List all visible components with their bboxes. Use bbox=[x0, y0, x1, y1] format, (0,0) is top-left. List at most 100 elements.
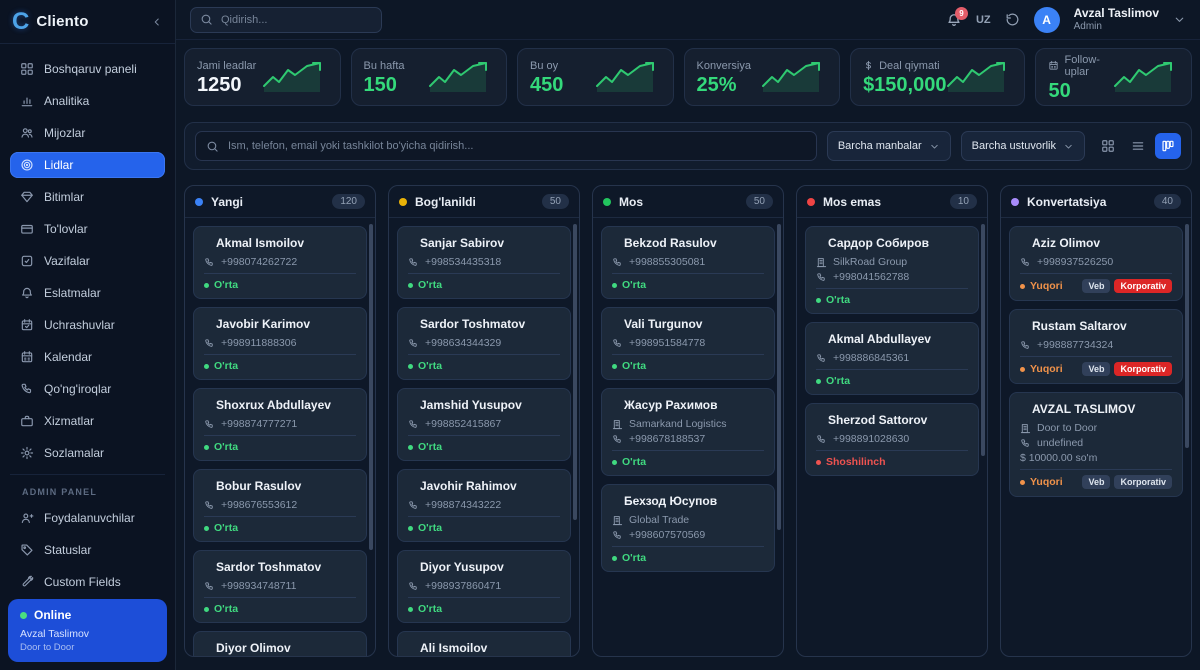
phone-icon bbox=[1021, 340, 1029, 349]
kanban-column-mos-emas: Mos emas 10 Сардор Собиров SilkRoad Group +… bbox=[796, 185, 988, 657]
lead-card[interactable]: Сардор Собиров SilkRoad Group +99804156278… bbox=[805, 226, 979, 314]
lead-card-footer: O'rta bbox=[612, 360, 764, 372]
grid-view-button[interactable] bbox=[1095, 133, 1121, 159]
lead-badge-veb: Veb bbox=[1082, 362, 1111, 376]
lead-card[interactable]: Diyor Olimov+998646711933 O'rta bbox=[193, 631, 367, 656]
dashboard-icon bbox=[1102, 140, 1114, 152]
lead-phone: +998534435318 bbox=[408, 256, 560, 268]
sidebar-item-label: Bitimlar bbox=[44, 190, 85, 204]
lead-badge-korporativ: Korporativ bbox=[1114, 279, 1172, 293]
priority-dot bbox=[612, 459, 617, 465]
sidebar-item-statuslar[interactable]: Statuslar bbox=[10, 537, 165, 563]
sidebar-item-vazifalar[interactable]: Vazifalar bbox=[10, 248, 165, 274]
card-divider bbox=[408, 354, 560, 355]
lead-card-footer: O'rta bbox=[816, 294, 968, 306]
lead-card[interactable]: Shoxrux Abdullayev +998874777271 O'rta bbox=[193, 388, 367, 461]
lead-card[interactable]: Sanjar Sabirov +998534435318 O'rta bbox=[397, 226, 571, 299]
source-filter-select[interactable]: Barcha manbalar bbox=[826, 131, 951, 161]
sidebar-item-analitika[interactable]: Analitika bbox=[10, 88, 165, 114]
sidebar-item-eslatmalar[interactable]: Eslatmalar bbox=[10, 280, 165, 306]
sidebar-item-to-lovlar[interactable]: To'lovlar bbox=[10, 216, 165, 242]
sidebar: C Cliento Boshqaruv paneli Analitika Mijoz… bbox=[0, 0, 176, 670]
lead-card[interactable]: Sherzod Sattorov +998891028630 Shoshilinc… bbox=[805, 403, 979, 476]
phone-icon bbox=[205, 500, 213, 509]
lead-card[interactable]: Sardor Toshmatov +998634344329 O'rta bbox=[397, 307, 571, 380]
lead-phone: +998852415867 bbox=[408, 418, 560, 430]
lead-card[interactable]: Бехзод Юсупов Global Trade +998607570569 O… bbox=[601, 484, 775, 572]
calendar-icon bbox=[21, 351, 33, 363]
priority-label: Shoshilinch bbox=[816, 456, 886, 468]
phone-icon bbox=[409, 419, 417, 428]
lead-card[interactable]: Жасур Рахимов Samarkand Logistics +9986781… bbox=[601, 388, 775, 476]
sidebar-item-sozlamalar[interactable]: Sozlamalar bbox=[10, 440, 165, 466]
column-scrollbar[interactable] bbox=[1185, 224, 1189, 448]
sidebar-item-foydalanuvchilar[interactable]: Foydalanuvchilar bbox=[10, 505, 165, 531]
column-title: Bog'lanildi bbox=[415, 194, 476, 209]
kanban-column-mos: Mos 50 Bekzod Rasulov +998855305081 O'rta V… bbox=[592, 185, 784, 657]
priority-filter-select[interactable]: Barcha ustuvorlik bbox=[960, 131, 1085, 161]
lead-card-footer: O'rta bbox=[612, 279, 764, 291]
list-view-button[interactable] bbox=[1125, 133, 1151, 159]
online-status-card[interactable]: Online Avzal Taslimov Door to Door bbox=[8, 599, 167, 662]
sidebar-item-mijozlar[interactable]: Mijozlar bbox=[10, 120, 165, 146]
user-menu-chevron-icon[interactable] bbox=[1173, 13, 1186, 26]
user-menu[interactable]: Avzal Taslimov Admin bbox=[1073, 5, 1159, 32]
lead-phone: +998934748711 bbox=[204, 580, 356, 592]
lead-phone: +998041562788 bbox=[816, 271, 968, 283]
lead-card-footer: O'rta bbox=[204, 603, 356, 615]
lead-card[interactable]: Diyor Yusupov +998937860471 O'rta bbox=[397, 550, 571, 623]
lead-phone: +998937860471 bbox=[408, 580, 560, 592]
card-divider bbox=[204, 597, 356, 598]
card-divider bbox=[204, 435, 356, 436]
lead-card[interactable]: Javohir Rahimov +998874343222 O'rta bbox=[397, 469, 571, 542]
sidebar-item-lidlar[interactable]: Lidlar bbox=[10, 152, 165, 178]
history-button[interactable] bbox=[1005, 12, 1020, 27]
lead-search-input[interactable] bbox=[226, 139, 806, 153]
sidebar-item-uchrashuvlar[interactable]: Uchrashuvlar bbox=[10, 312, 165, 338]
payments-icon bbox=[21, 224, 33, 234]
sidebar-item-qo-ng-iroqlar[interactable]: Qo'ng'iroqlar bbox=[10, 376, 165, 402]
lead-card-footer: O'rta bbox=[408, 360, 560, 372]
lead-name: Sardor Toshmatov bbox=[420, 317, 526, 331]
lead-card[interactable]: Ali Ismoilov+998974057062 O'rta bbox=[397, 631, 571, 656]
notifications-button[interactable]: 9 bbox=[946, 6, 968, 28]
sidebar-item-boshqaruv-paneli[interactable]: Boshqaruv paneli bbox=[10, 56, 165, 82]
stat-card-bu-oy: Bu oy 450 bbox=[517, 48, 674, 106]
column-scrollbar[interactable] bbox=[573, 224, 577, 520]
user-name: Avzal Taslimov bbox=[1073, 5, 1159, 20]
lead-phone: +998937526250 bbox=[1020, 256, 1172, 268]
sidebar-item-custom-fields[interactable]: Custom Fields bbox=[10, 569, 165, 593]
lead-card[interactable]: Aziz Olimov +998937526250 Yuqori Veb Korpor… bbox=[1009, 226, 1183, 301]
column-scrollbar[interactable] bbox=[777, 224, 781, 530]
lead-card[interactable]: Javobir Karimov +998911888306 O'rta bbox=[193, 307, 367, 380]
lead-card[interactable]: Akmal Abdullayev +998886845361 O'rta bbox=[805, 322, 979, 395]
column-scrollbar[interactable] bbox=[369, 224, 373, 550]
notification-count-badge: 9 bbox=[954, 6, 968, 20]
lead-card[interactable]: Jamshid Yusupov +998852415867 O'rta bbox=[397, 388, 571, 461]
building-icon bbox=[612, 515, 623, 525]
lead-phone: +998874777271 bbox=[204, 418, 356, 430]
sidebar-item-kalendar[interactable]: Kalendar bbox=[10, 344, 165, 370]
lead-card[interactable]: Akmal Ismoilov +998074262722 O'rta bbox=[193, 226, 367, 299]
lead-card[interactable]: Bobur Rasulov +998676553612 O'rta bbox=[193, 469, 367, 542]
global-search-input[interactable] bbox=[219, 12, 372, 27]
sidebar-item-bitimlar[interactable]: Bitimlar bbox=[10, 184, 165, 210]
lead-card[interactable]: Sardor Toshmatov +998934748711 O'rta bbox=[193, 550, 367, 623]
priority-label: O'rta bbox=[612, 360, 646, 372]
column-status-dot bbox=[195, 197, 203, 206]
sidebar-collapse-button[interactable] bbox=[151, 16, 163, 28]
lead-card[interactable]: Bekzod Rasulov +998855305081 O'rta bbox=[601, 226, 775, 299]
lead-card[interactable]: Vali Turgunov +998951584778 O'rta bbox=[601, 307, 775, 380]
stat-label: Bu hafta bbox=[363, 59, 405, 72]
bell-icon bbox=[22, 287, 32, 299]
lead-card-footer: O'rta bbox=[408, 279, 560, 291]
column-scrollbar[interactable] bbox=[981, 224, 985, 456]
lead-card-footer: O'rta bbox=[816, 375, 968, 387]
user-avatar[interactable]: A bbox=[1033, 6, 1060, 33]
lead-card[interactable]: AVZAL TASLIMOV Door to Door undefined $ 100… bbox=[1009, 392, 1183, 497]
sidebar-item-xizmatlar[interactable]: Xizmatlar bbox=[10, 408, 165, 434]
language-switcher[interactable]: UZ bbox=[975, 13, 991, 26]
lead-company: Door to Door bbox=[1020, 422, 1172, 434]
lead-card[interactable]: Rustam Saltarov +998887734324 Yuqori Veb Ko… bbox=[1009, 309, 1183, 384]
kanban-view-button[interactable] bbox=[1155, 133, 1181, 159]
